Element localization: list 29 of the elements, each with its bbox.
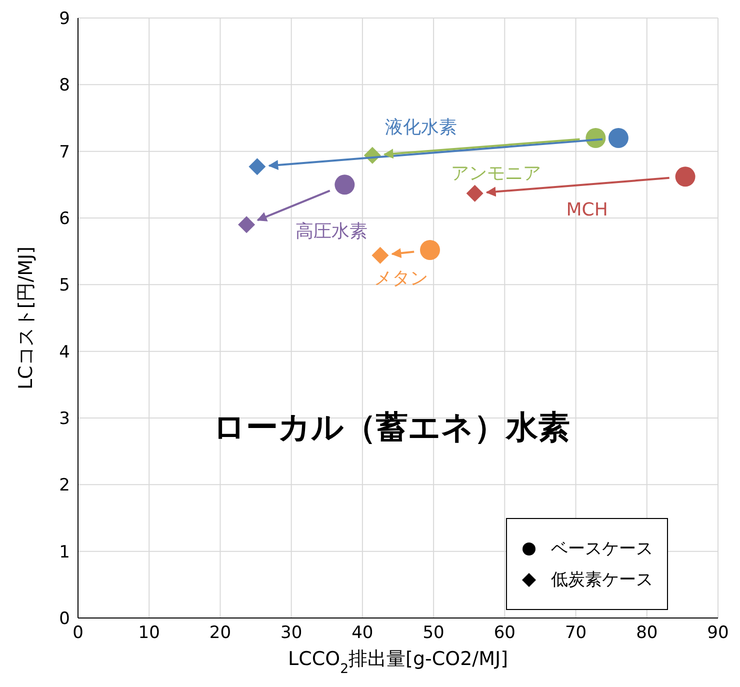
y-axis-title: LCコスト[円/MJ] — [15, 246, 37, 390]
y-tick-label: 8 — [59, 76, 70, 96]
x-tick-label: 0 — [72, 623, 84, 644]
x-tick-label: 70 — [564, 623, 587, 644]
y-tick-label: 7 — [59, 142, 70, 162]
x-tick-label: 40 — [352, 623, 374, 644]
y-tick-label: 4 — [59, 342, 70, 362]
annotation: MCH — [566, 200, 608, 220]
x-tick-label: 30 — [280, 623, 302, 644]
y-tick-label: 0 — [59, 609, 70, 630]
annotation: 液化水素 — [384, 116, 457, 138]
x-tick-label: 90 — [707, 623, 729, 644]
x-axis-title: LCCO$_{2}$排出量[g-CO2/MJ] — [288, 648, 508, 676]
text: ローカル（蓄エネ）水素 — [213, 408, 570, 446]
x-tick-label: 60 — [494, 623, 516, 644]
x-tick-label: 20 — [209, 623, 232, 644]
annotation: 高圧水素 — [296, 221, 368, 242]
x-tick-label: 80 — [636, 623, 658, 644]
x-tick-label: 50 — [422, 623, 444, 644]
y-tick-label: 1 — [59, 542, 70, 562]
y-tick-label: 3 — [59, 409, 70, 430]
annotation: アンモニア — [451, 163, 542, 184]
y-tick-label: 6 — [59, 209, 70, 230]
legend-frame: ベースケース 低炭素ケース — [506, 518, 668, 610]
y-tick-label: 9 — [59, 9, 70, 30]
y-tick-label: 2 — [59, 476, 70, 496]
annotation: メタン — [374, 268, 428, 290]
y-tick-label: 5 — [59, 276, 70, 296]
x-tick-label: 10 — [138, 623, 160, 644]
